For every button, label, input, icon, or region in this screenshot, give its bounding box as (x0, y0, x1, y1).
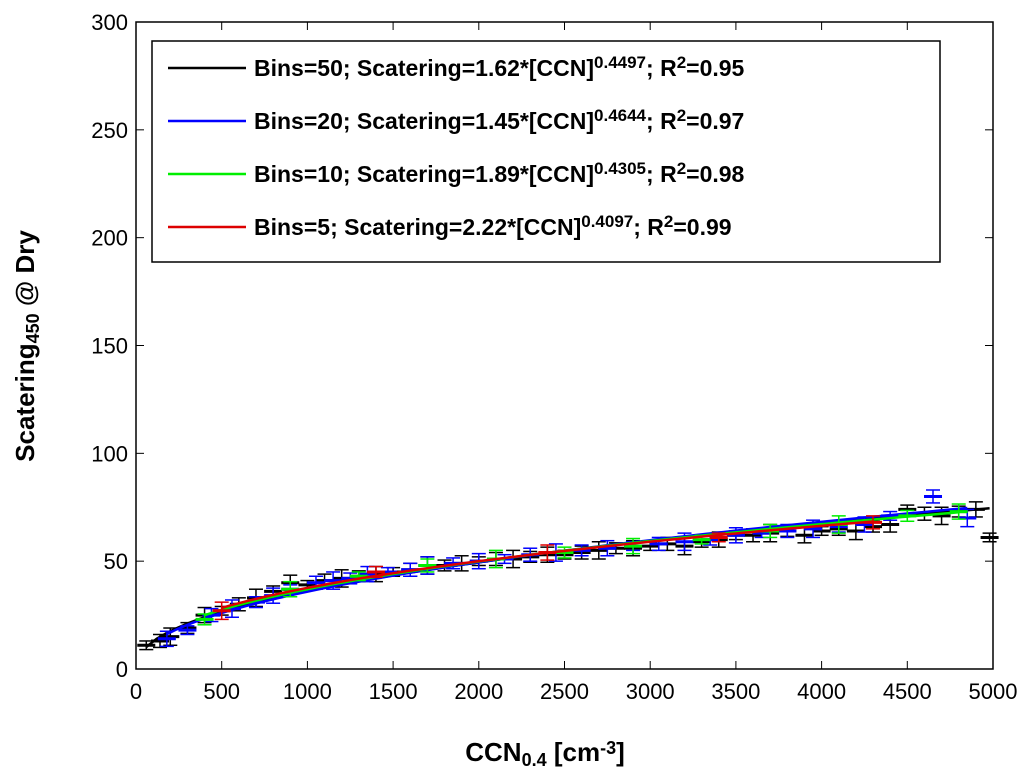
y-tick-label: 300 (91, 10, 128, 35)
x-tick-label: 1000 (283, 679, 332, 704)
y-tick-label: 250 (91, 118, 128, 143)
legend-box (151, 40, 941, 263)
legend-items: Bins=50; Scatering=1.62*[CCN]0.4497; R2=… (168, 53, 745, 240)
x-tick-label: 3000 (626, 679, 675, 704)
legend-label: Bins=50; Scatering=1.62*[CCN]0.4497; R2=… (254, 53, 745, 81)
x-tick-label: 5000 (969, 679, 1018, 704)
legend: Bins=50; Scatering=1.62*[CCN]0.4497; R2=… (151, 40, 941, 263)
x-tick-label: 2000 (454, 679, 503, 704)
y-tick-label: 200 (91, 226, 128, 251)
x-tick-label: 4500 (883, 679, 932, 704)
x-tick-label: 0 (130, 679, 142, 704)
legend-label: Bins=20; Scatering=1.45*[CCN]0.4644; R2=… (254, 106, 744, 134)
x-axis-title: CCN0.4 [cm-3] (465, 737, 625, 770)
y-axis-title: Scatering450 @ Dry (10, 230, 43, 462)
series-3 (212, 515, 883, 621)
x-axis-ticks: 0 500 1000 1500 2000 2500 3000 3500 4000 4500 5000 (130, 22, 1018, 704)
fit-line (221, 520, 874, 610)
x-tick-label: 1500 (369, 679, 418, 704)
y-axis-ticks: 0 50 100 150 200 250 300 (91, 10, 993, 682)
x-tick-label: 500 (203, 679, 240, 704)
y-tick-label: 50 (104, 549, 128, 574)
y-tick-label: 150 (91, 334, 128, 359)
legend-label: Bins=10; Scatering=1.89*[CCN]0.4305; R2=… (254, 159, 745, 187)
x-tick-label: 2500 (540, 679, 589, 704)
x-tick-label: 4000 (797, 679, 846, 704)
y-tick-label: 100 (91, 441, 128, 466)
data-marks (137, 489, 999, 651)
legend-label: Bins=5; Scatering=2.22*[CCN]0.4097; R2=0… (254, 212, 732, 240)
x-tick-label: 3500 (711, 679, 760, 704)
y-tick-label: 0 (116, 657, 128, 682)
